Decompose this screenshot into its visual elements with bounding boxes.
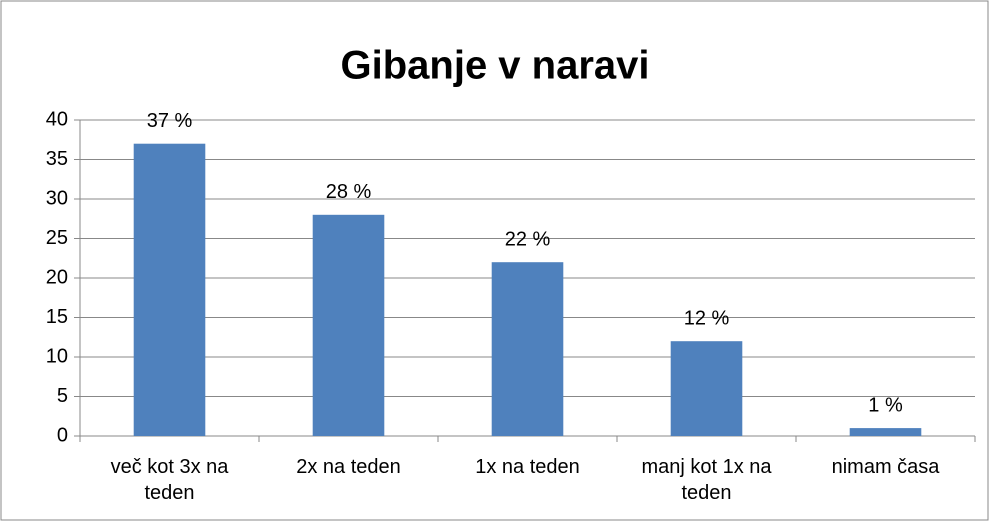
y-tick-label: 15 (46, 306, 68, 328)
x-tick-label: nimam časa (831, 456, 940, 478)
bar (133, 143, 206, 436)
y-tick-label: 10 (46, 345, 68, 367)
x-tick-label: 1x na teden (475, 456, 580, 478)
bar (312, 214, 385, 436)
y-tick-label: 20 (46, 266, 68, 288)
data-label: 12 % (684, 307, 730, 329)
x-tick-label: 2x na teden (296, 456, 401, 478)
y-tick-label: 25 (46, 227, 68, 249)
data-label: 22 % (505, 228, 551, 250)
bar (670, 341, 743, 436)
data-label: 37 % (147, 110, 193, 132)
data-label: 1 % (868, 394, 903, 416)
x-tick-label: več kot 3x na teden (110, 456, 229, 504)
bar (849, 428, 922, 436)
y-tick-label: 0 (57, 424, 68, 446)
y-tick-label: 40 (46, 108, 68, 130)
bar (491, 262, 564, 436)
y-tick-label: 5 (57, 385, 68, 407)
data-label: 28 % (326, 181, 372, 203)
y-tick-label: 30 (46, 187, 68, 209)
chart-title: Gibanje v naravi (340, 44, 649, 88)
x-tick-label: manj kot 1x na teden (641, 456, 772, 504)
y-tick-label: 35 (46, 148, 68, 170)
